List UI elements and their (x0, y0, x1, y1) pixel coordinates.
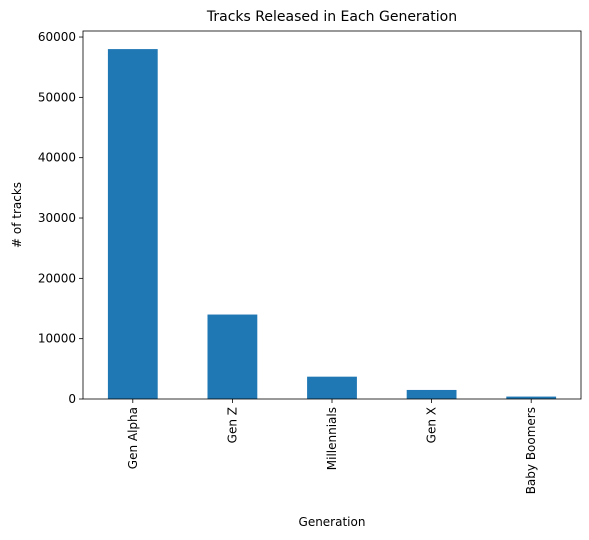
x-tick-label: Baby Boomers (524, 407, 538, 494)
x-axis: Gen Alpha Gen Z Millennials Gen X Baby Boome… (126, 399, 538, 494)
x-tick-label: Gen Z (225, 407, 239, 443)
y-axis-label: # of tracks (10, 182, 24, 248)
x-tick-label: Gen Alpha (126, 407, 140, 469)
y-tick-label: 30000 (38, 211, 76, 225)
bar-gen-x (406, 389, 457, 399)
chart-title: Tracks Released in Each Generation (206, 9, 457, 25)
x-tick-label: Gen X (425, 407, 439, 443)
bar-baby-boomers (506, 396, 557, 399)
y-axis: 0 10000 20000 30000 40000 50000 60000 (38, 30, 83, 406)
y-tick-label: 50000 (38, 90, 76, 104)
x-tick-label: Millennials (325, 407, 339, 470)
y-tick-label: 20000 (38, 271, 76, 285)
bar-gen-alpha (107, 49, 158, 400)
bar-millennials (307, 376, 357, 399)
y-tick-label: 60000 (38, 30, 76, 44)
plot-frame (82, 30, 582, 400)
bars-group (107, 49, 557, 400)
y-tick-label: 40000 (38, 151, 76, 165)
y-tick-label: 0 (68, 392, 76, 406)
x-axis-label: Generation (299, 515, 366, 529)
y-tick-label: 10000 (38, 332, 76, 346)
bar-gen-z (207, 314, 258, 399)
